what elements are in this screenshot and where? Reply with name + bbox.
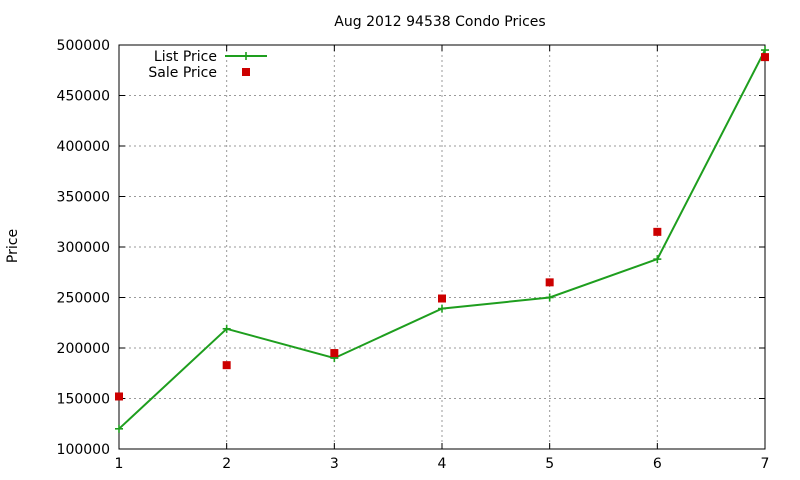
sale-price-point xyxy=(222,361,231,370)
list-price-point xyxy=(653,255,662,264)
sale-price-point xyxy=(545,278,554,287)
list-price-point xyxy=(761,46,769,55)
x-tick-label: 6 xyxy=(653,456,662,472)
sale-price-point xyxy=(653,227,662,236)
list-price-point xyxy=(222,324,231,333)
y-tick-label: 200000 xyxy=(57,341,110,357)
y-tick-label: 250000 xyxy=(57,291,110,307)
sale-price-point xyxy=(115,392,123,401)
y-tick-label: 300000 xyxy=(57,240,110,256)
legend-label: List Price xyxy=(154,49,217,65)
x-tick-label: 2 xyxy=(222,456,231,472)
grid xyxy=(119,45,765,449)
x-tick-label: 7 xyxy=(761,456,770,472)
y-tick-label: 400000 xyxy=(57,139,110,155)
sale-price-point xyxy=(761,53,769,62)
x-tick-label: 5 xyxy=(545,456,554,472)
y-tick-label: 100000 xyxy=(57,442,110,458)
y-tick-label: 450000 xyxy=(57,89,110,105)
legend-label: Sale Price xyxy=(148,65,217,81)
y-axis-label: Price xyxy=(5,229,21,263)
axes: 1 2 3 4 5 6 7 100000 150000 200000 250000 300000 350… xyxy=(57,38,770,472)
legend-plus-swatch xyxy=(242,52,250,60)
list-price-point xyxy=(438,304,446,313)
x-tick-label: 3 xyxy=(330,456,339,472)
sale-price-point xyxy=(438,294,446,303)
y-tick-label: 350000 xyxy=(57,190,110,206)
list-price-point xyxy=(115,424,123,433)
legend-square-swatch xyxy=(242,68,250,76)
x-tick-label: 1 xyxy=(115,456,124,472)
chart-title: Aug 2012 94538 Condo Prices xyxy=(334,14,545,30)
list-price-point xyxy=(545,293,554,302)
series xyxy=(115,46,769,433)
y-tick-label: 150000 xyxy=(57,392,110,408)
y-tick-label: 500000 xyxy=(57,38,110,54)
sale-price-point xyxy=(330,349,339,358)
x-tick-label: 4 xyxy=(438,456,447,472)
